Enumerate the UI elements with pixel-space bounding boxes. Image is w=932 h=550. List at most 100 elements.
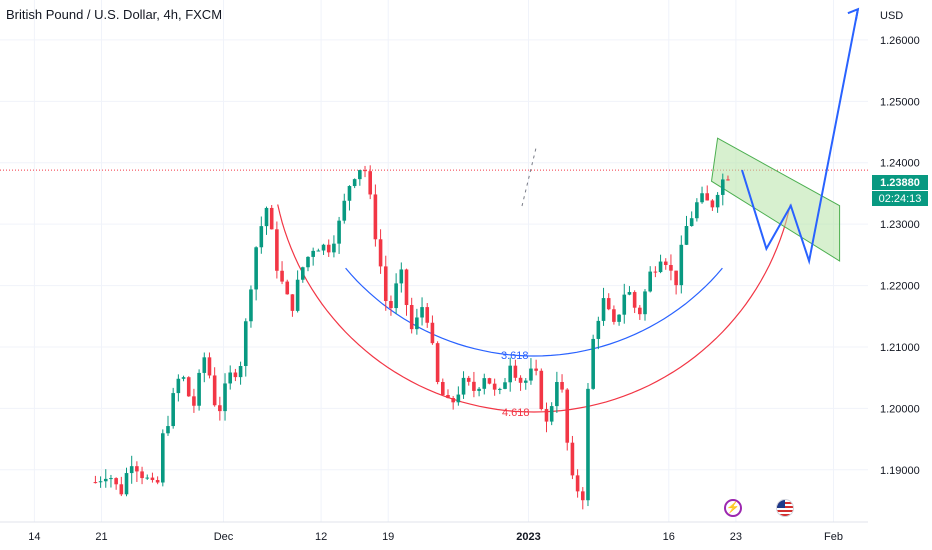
- candle-body: [674, 270, 678, 286]
- candle-body: [326, 244, 331, 253]
- candle-body: [720, 179, 725, 195]
- candle-body: [103, 478, 108, 482]
- candle-body: [715, 194, 720, 208]
- candle-body: [632, 292, 637, 308]
- candle-body: [477, 388, 481, 391]
- candle-body: [383, 266, 388, 302]
- candle-body: [440, 382, 445, 396]
- candle-body: [161, 433, 165, 483]
- candle-body: [119, 484, 124, 495]
- candle-body: [243, 321, 248, 366]
- candle-body: [601, 298, 606, 321]
- candle-body: [93, 482, 98, 484]
- candle-body: [140, 471, 144, 479]
- candle-body: [544, 409, 549, 422]
- y-tick-label: 1.21000: [880, 342, 920, 354]
- currency-label: USD: [880, 10, 903, 22]
- candle-body: [451, 398, 455, 403]
- candle-body: [207, 357, 212, 376]
- candle-body: [212, 375, 217, 406]
- candle-body: [124, 473, 129, 495]
- us-flag-icon[interactable]: [776, 499, 794, 517]
- candle-body: [653, 271, 658, 273]
- candle-body: [233, 372, 238, 378]
- last-price-tag: 1.23880: [872, 175, 928, 190]
- candle-body: [98, 481, 103, 483]
- candle-body: [290, 294, 295, 311]
- candle-body: [150, 477, 155, 481]
- candle-body: [238, 365, 243, 378]
- candle-body: [518, 377, 523, 383]
- candle-body: [389, 301, 393, 309]
- candle-body: [311, 250, 315, 257]
- x-tick-label: 21: [95, 531, 107, 543]
- candle-body: [482, 378, 487, 389]
- candle-body: [539, 370, 544, 410]
- candle-body: [472, 381, 476, 391]
- candle-body: [606, 298, 611, 310]
- candle-body: [689, 218, 694, 227]
- candle-body: [705, 193, 710, 201]
- candle-body: [316, 250, 321, 252]
- candle-body: [363, 170, 367, 172]
- bar-countdown-timer: 02:24:13: [872, 191, 928, 206]
- fib-label-3618: 3.618: [501, 350, 529, 362]
- candle-body: [202, 357, 207, 373]
- candle-body: [529, 368, 533, 381]
- candle-body: [373, 194, 378, 240]
- candle-body: [192, 396, 196, 406]
- candle-body: [513, 365, 518, 378]
- fib-circle-inner: [345, 267, 723, 357]
- y-tick-label: 1.26000: [880, 35, 920, 47]
- candle-body: [555, 382, 559, 407]
- candle-body: [197, 372, 201, 406]
- candle-body: [461, 377, 466, 395]
- candle-body: [658, 261, 663, 273]
- x-tick-label: Feb: [824, 531, 843, 543]
- candle-body: [321, 244, 326, 251]
- x-tick-label: 2023: [516, 531, 540, 543]
- candle-body: [332, 243, 336, 253]
- candle-body: [352, 179, 357, 187]
- candle-body: [726, 179, 730, 181]
- candle-body: [181, 377, 186, 379]
- candle-body: [586, 388, 590, 501]
- candle-body: [684, 226, 689, 245]
- candle-body: [549, 406, 554, 422]
- y-tick-label: 1.20000: [880, 403, 920, 415]
- y-tick-label: 1.25000: [880, 96, 920, 108]
- candle-body: [285, 281, 290, 295]
- candle-body: [135, 466, 139, 472]
- candle-body: [218, 405, 222, 412]
- candle-body: [523, 380, 528, 383]
- lightning-icon[interactable]: ⚡: [724, 499, 742, 517]
- candle-body: [627, 292, 632, 295]
- candle-body: [591, 338, 595, 389]
- annotation-labels: 3.618 4.618: [501, 350, 530, 419]
- candle-body: [295, 279, 300, 311]
- x-tick-label: 12: [315, 531, 327, 543]
- fib-label-4618: 4.618: [502, 407, 530, 419]
- price-axis-bg: [868, 0, 932, 550]
- candle-body: [249, 289, 253, 322]
- x-tick-label: Dec: [214, 531, 234, 543]
- candle-body: [700, 193, 704, 203]
- candle-body: [228, 372, 233, 384]
- candle-body: [337, 220, 341, 244]
- candle-body: [565, 389, 570, 443]
- candle-body: [186, 377, 191, 397]
- candle-body: [695, 202, 699, 219]
- y-tick-label: 1.23000: [880, 219, 920, 231]
- x-tick-label: 23: [730, 531, 742, 543]
- candle-body: [223, 383, 227, 412]
- candle-body: [710, 200, 715, 208]
- candle-body: [155, 480, 160, 483]
- candle-body: [342, 200, 347, 221]
- candle-body: [435, 343, 440, 383]
- candle-body: [466, 377, 471, 382]
- candle-body: [456, 394, 461, 403]
- candle-body: [575, 475, 580, 492]
- candle-body: [109, 478, 113, 480]
